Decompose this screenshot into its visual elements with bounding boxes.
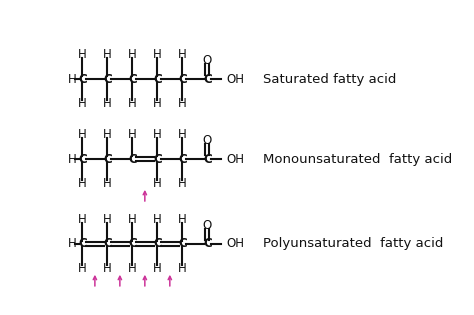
Text: C: C <box>178 152 187 166</box>
Text: H: H <box>128 128 137 141</box>
Text: H: H <box>78 48 87 61</box>
Text: H: H <box>153 262 162 275</box>
Text: C: C <box>203 152 212 166</box>
Text: H: H <box>103 48 112 61</box>
Text: H: H <box>103 97 112 110</box>
Text: H: H <box>78 262 87 275</box>
Text: Polyunsaturated  fatty acid: Polyunsaturated fatty acid <box>263 238 444 250</box>
Text: C: C <box>203 238 212 250</box>
Text: H: H <box>153 97 162 110</box>
Text: Monounsaturated  fatty acid: Monounsaturated fatty acid <box>263 152 452 166</box>
Text: H: H <box>178 48 187 61</box>
Text: H: H <box>178 213 187 226</box>
Text: C: C <box>178 72 187 86</box>
Text: O: O <box>203 54 212 67</box>
Text: H: H <box>78 213 87 226</box>
Text: C: C <box>78 238 87 250</box>
Text: H: H <box>153 177 162 190</box>
Text: H: H <box>128 262 137 275</box>
Text: C: C <box>153 238 162 250</box>
Text: H: H <box>128 213 137 226</box>
Text: C: C <box>78 72 87 86</box>
Text: H: H <box>103 128 112 141</box>
Text: C: C <box>78 152 87 166</box>
Text: OH: OH <box>227 238 245 250</box>
Text: H: H <box>178 262 187 275</box>
Text: H: H <box>153 213 162 226</box>
Text: C: C <box>178 238 187 250</box>
Text: H: H <box>153 128 162 141</box>
Text: OH: OH <box>227 152 245 166</box>
Text: H: H <box>103 177 112 190</box>
Text: O: O <box>203 135 212 147</box>
Text: H: H <box>103 213 112 226</box>
Text: C: C <box>153 152 162 166</box>
Text: C: C <box>128 72 137 86</box>
Text: C: C <box>103 238 112 250</box>
Text: H: H <box>128 97 137 110</box>
Text: H: H <box>103 262 112 275</box>
Text: C: C <box>103 72 112 86</box>
Text: C: C <box>203 72 212 86</box>
Text: H: H <box>68 152 76 166</box>
Text: O: O <box>203 219 212 232</box>
Text: H: H <box>78 128 87 141</box>
Text: H: H <box>128 48 137 61</box>
Text: H: H <box>68 72 76 86</box>
Text: H: H <box>178 97 187 110</box>
Text: H: H <box>78 177 87 190</box>
Text: H: H <box>78 97 87 110</box>
Text: H: H <box>68 238 76 250</box>
Text: C: C <box>103 152 112 166</box>
Text: Saturated fatty acid: Saturated fatty acid <box>263 72 397 86</box>
Text: C: C <box>128 238 137 250</box>
Text: H: H <box>178 128 187 141</box>
Text: C: C <box>128 152 137 166</box>
Text: H: H <box>178 177 187 190</box>
Text: C: C <box>153 72 162 86</box>
Text: OH: OH <box>227 72 245 86</box>
Text: H: H <box>153 48 162 61</box>
